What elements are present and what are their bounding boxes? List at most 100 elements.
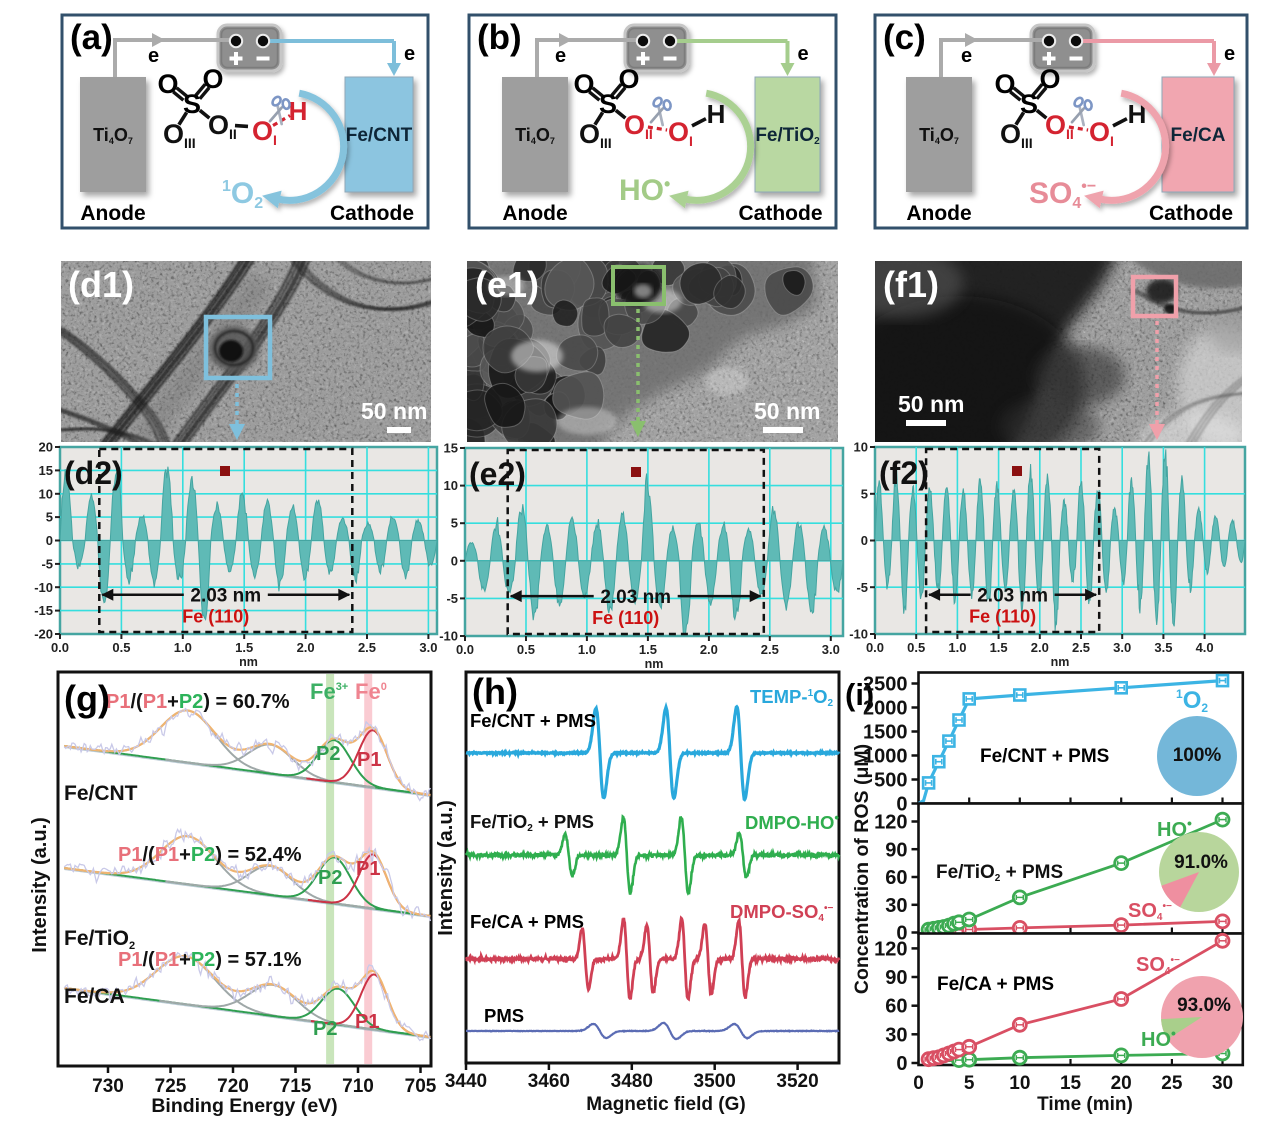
svg-text:HO•: HO• xyxy=(1157,815,1192,841)
svg-text:Anode: Anode xyxy=(502,202,567,225)
svg-text:(e1): (e1) xyxy=(475,264,539,305)
svg-text:(d2): (d2) xyxy=(64,455,123,491)
svg-text:SO4•−: SO4•− xyxy=(1136,954,1180,977)
svg-text:3460: 3460 xyxy=(528,1071,570,1092)
svg-text:O: O xyxy=(202,64,223,94)
svg-text:10: 10 xyxy=(39,486,53,501)
svg-text:0.0: 0.0 xyxy=(456,642,474,657)
svg-text:Cathode: Cathode xyxy=(1149,202,1233,225)
svg-text:(h): (h) xyxy=(472,671,518,712)
svg-text:(d1): (d1) xyxy=(68,264,134,305)
svg-text:nm: nm xyxy=(1051,655,1070,669)
svg-text:Intensity (a.u.): Intensity (a.u.) xyxy=(435,800,457,936)
svg-text:1500: 1500 xyxy=(863,722,908,744)
svg-text:P1/(P1+P2) = 60.7%: P1/(P1+P2) = 60.7% xyxy=(106,691,290,713)
svg-text:715: 715 xyxy=(280,1076,312,1097)
svg-text:-5: -5 xyxy=(446,591,458,606)
svg-text:O: O xyxy=(994,69,1015,99)
svg-text:15: 15 xyxy=(444,441,458,456)
svg-text:Ti4O7: Ti4O7 xyxy=(93,125,133,146)
svg-text:20: 20 xyxy=(1111,1073,1132,1094)
svg-text:725: 725 xyxy=(155,1076,187,1097)
svg-text:1.5: 1.5 xyxy=(990,640,1008,655)
svg-text:2.5: 2.5 xyxy=(1072,640,1090,655)
svg-text:OII: OII xyxy=(1045,110,1074,142)
svg-text:120: 120 xyxy=(874,812,907,834)
svg-text:91.0%: 91.0% xyxy=(1174,852,1228,873)
svg-text:30: 30 xyxy=(885,895,907,917)
svg-text:OIII: OIII xyxy=(163,119,196,151)
svg-text:30: 30 xyxy=(1212,1073,1233,1094)
svg-text:60: 60 xyxy=(885,996,907,1018)
svg-text:Fe/TiO2 + PMS: Fe/TiO2 + PMS xyxy=(470,811,594,834)
svg-text:2.03 nm: 2.03 nm xyxy=(977,586,1048,607)
svg-text:e: e xyxy=(798,43,809,65)
svg-text:Fe/CNT: Fe/CNT xyxy=(346,125,413,146)
svg-text:Fe/CA: Fe/CA xyxy=(64,985,125,1008)
svg-text:25: 25 xyxy=(1161,1073,1183,1094)
svg-text:5: 5 xyxy=(46,510,53,525)
svg-text:(a): (a) xyxy=(70,18,113,57)
svg-text:P1: P1 xyxy=(357,749,381,771)
svg-text:S: S xyxy=(599,89,617,119)
svg-text:Ti4O7: Ti4O7 xyxy=(515,125,555,146)
svg-text:0: 0 xyxy=(451,553,458,568)
svg-text:OIII: OIII xyxy=(1000,119,1033,151)
svg-text:Intensity (a.u.): Intensity (a.u.) xyxy=(29,817,51,953)
svg-text:Magnetic field (G): Magnetic field (G) xyxy=(586,1094,745,1115)
svg-text:500: 500 xyxy=(874,770,907,792)
svg-text:Fe3+: Fe3+ xyxy=(310,679,348,704)
svg-text:Cathode: Cathode xyxy=(330,202,414,225)
svg-text:3440: 3440 xyxy=(445,1071,487,1092)
svg-text:2.0: 2.0 xyxy=(1031,640,1049,655)
svg-text:H: H xyxy=(289,96,308,126)
svg-text:5: 5 xyxy=(964,1073,975,1094)
svg-text:OI: OI xyxy=(1089,117,1114,149)
svg-text:50 nm: 50 nm xyxy=(754,398,820,424)
svg-text:0: 0 xyxy=(896,923,907,945)
svg-text:0: 0 xyxy=(46,533,53,548)
svg-text:50 nm: 50 nm xyxy=(898,391,964,417)
svg-text:-20: -20 xyxy=(34,627,53,642)
svg-text:15: 15 xyxy=(39,463,53,478)
svg-text:710: 710 xyxy=(342,1076,374,1097)
svg-text:P1/(P1+P2) = 57.1%: P1/(P1+P2) = 57.1% xyxy=(118,949,302,971)
svg-text:-15: -15 xyxy=(34,603,53,618)
svg-text:Fe/TiO2 + PMS: Fe/TiO2 + PMS xyxy=(936,862,1063,884)
svg-text:e: e xyxy=(555,45,566,67)
svg-text:5: 5 xyxy=(451,516,458,531)
svg-text:2.03 nm: 2.03 nm xyxy=(190,586,261,607)
svg-text:Anode: Anode xyxy=(80,202,145,225)
svg-text:OI: OI xyxy=(668,117,693,149)
svg-text:PMS: PMS xyxy=(484,1005,524,1026)
svg-text:nm: nm xyxy=(645,657,664,671)
svg-text:1.5: 1.5 xyxy=(639,642,657,657)
svg-text:P2: P2 xyxy=(313,1018,337,1040)
svg-text:1.0: 1.0 xyxy=(948,640,966,655)
svg-text:3520: 3520 xyxy=(776,1071,818,1092)
svg-text:O: O xyxy=(573,69,594,99)
svg-text:Ti4O7: Ti4O7 xyxy=(919,125,959,146)
svg-text:2.03 nm: 2.03 nm xyxy=(600,587,671,608)
svg-text:Fe (110): Fe (110) xyxy=(182,607,249,627)
svg-text:Fe0: Fe0 xyxy=(355,679,387,704)
svg-text:50 nm: 50 nm xyxy=(361,398,427,424)
svg-text:(e2): (e2) xyxy=(469,456,526,492)
svg-text:e: e xyxy=(404,43,415,65)
svg-text:Time (min): Time (min) xyxy=(1037,1094,1133,1115)
svg-text:3.0: 3.0 xyxy=(1113,640,1131,655)
svg-text:HO•: HO• xyxy=(1141,1025,1176,1051)
svg-text:0.0: 0.0 xyxy=(866,640,884,655)
svg-text:DMPO-SO4•−: DMPO-SO4•− xyxy=(730,901,833,924)
svg-text:720: 720 xyxy=(217,1076,249,1097)
svg-text:20: 20 xyxy=(39,440,53,455)
svg-text:Anode: Anode xyxy=(906,202,971,225)
svg-text:1.0: 1.0 xyxy=(578,642,596,657)
svg-text:2500: 2500 xyxy=(863,674,908,696)
svg-text:3.0: 3.0 xyxy=(419,640,437,655)
svg-text:(f1): (f1) xyxy=(883,264,939,305)
svg-text:OIII: OIII xyxy=(579,119,612,151)
svg-text:3.0: 3.0 xyxy=(822,642,840,657)
svg-text:OII: OII xyxy=(624,110,653,142)
svg-text:0.5: 0.5 xyxy=(112,640,130,655)
